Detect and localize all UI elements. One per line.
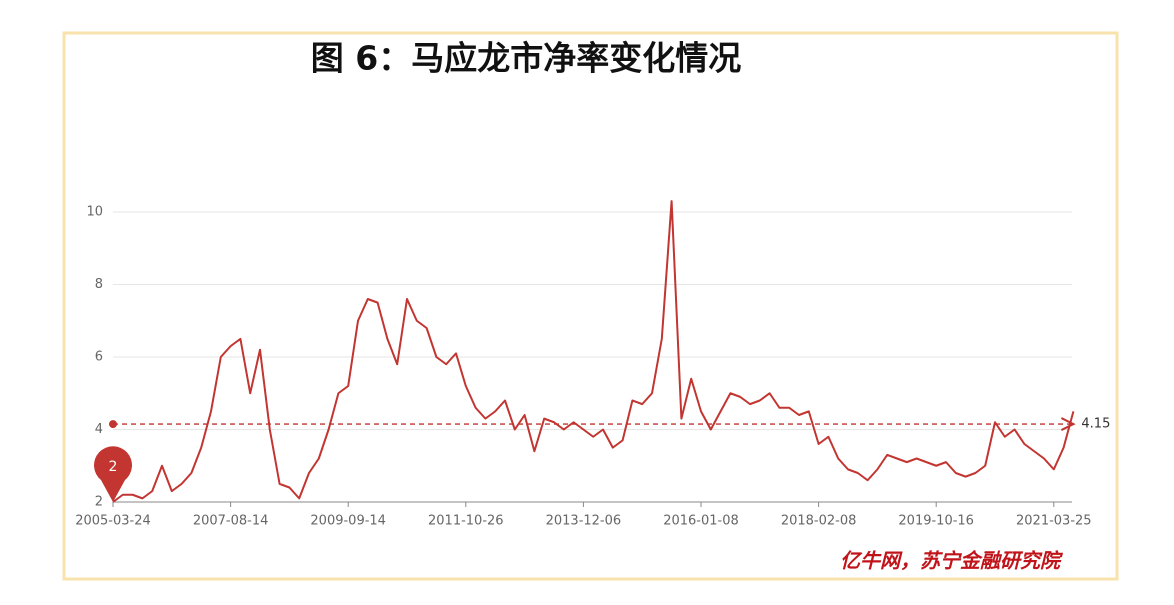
y-tick-label: 10	[86, 205, 103, 220]
x-tick-label: 2016-01-08	[663, 514, 739, 529]
x-tick-label: 2011-10-26	[428, 514, 504, 529]
average-start	[109, 420, 117, 429]
price-to-book-line	[112, 200, 1075, 503]
y-tick-label: 6	[95, 350, 103, 365]
x-tick-label: 2013-12-06	[546, 514, 622, 529]
y-tick-label: 4	[95, 422, 103, 437]
frame	[62, 31, 1119, 581]
x-tick-label: 2021-03-25	[1016, 514, 1092, 529]
min-pin	[94, 446, 132, 502]
source-note: 亿牛网，苏宁金融研究院	[840, 549, 1064, 573]
y-tick-label: 2	[95, 495, 103, 510]
average-label: 4.15	[1081, 417, 1110, 432]
x-tick-label: 2005-03-24	[75, 514, 151, 529]
y-tick-label: 8	[95, 277, 103, 292]
x-tick-label: 2019-10-16	[898, 514, 974, 529]
min-label: 2	[109, 459, 118, 475]
x-tick-label: 2018-02-08	[781, 514, 857, 529]
x-tick-label: 2009-09-14	[310, 514, 386, 529]
average-arrow	[1060, 417, 1076, 431]
x-tick-label: 2007-08-14	[193, 514, 269, 529]
chart-title: 图 6：马应龙市净率变化情况	[311, 39, 741, 78]
